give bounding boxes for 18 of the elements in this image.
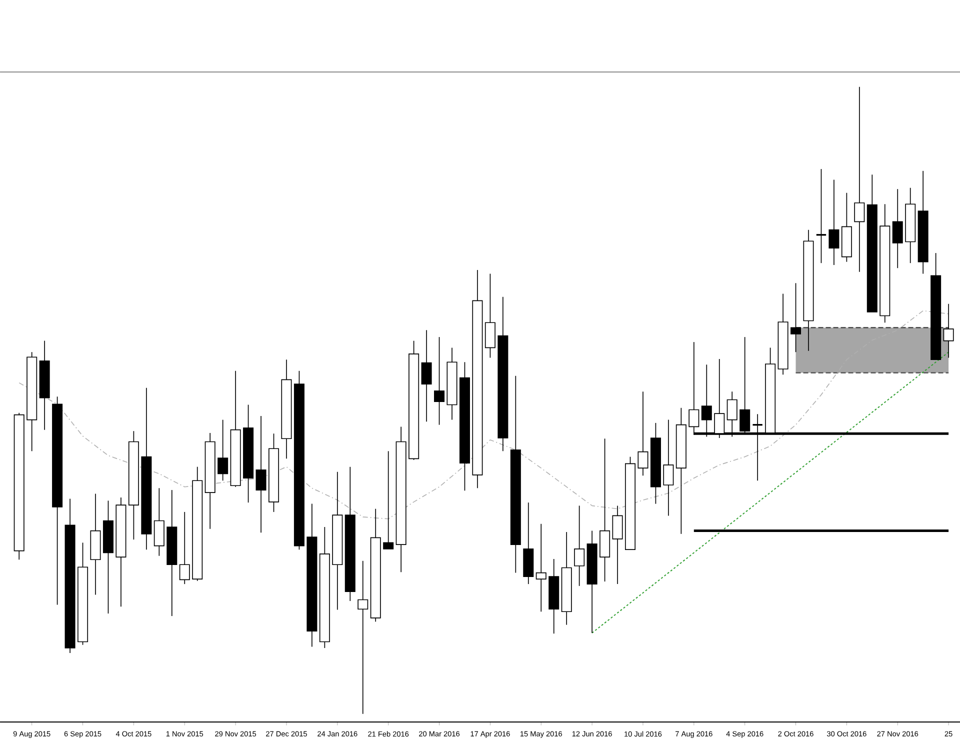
candlestick (612, 505, 623, 584)
candlestick (574, 505, 585, 586)
candlestick (854, 86, 865, 272)
candlestick (892, 188, 903, 269)
candlestick (421, 330, 432, 422)
candlestick (358, 560, 368, 714)
candlestick (536, 523, 546, 612)
candlestick (256, 416, 266, 534)
candlestick (638, 391, 648, 476)
candlestick (383, 450, 394, 550)
candlestick (943, 303, 954, 358)
candlestick (434, 336, 445, 426)
candlestick (790, 282, 802, 353)
candlestick (218, 419, 228, 482)
candlestick (828, 179, 840, 266)
candlestick (816, 168, 827, 264)
candlestick (179, 512, 190, 584)
candlestick (663, 419, 674, 516)
